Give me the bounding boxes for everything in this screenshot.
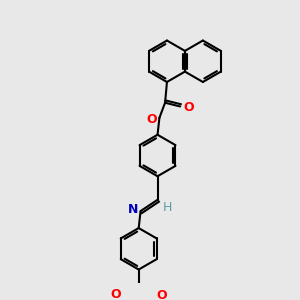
Text: N: N (128, 203, 139, 216)
Text: O: O (183, 101, 194, 114)
Text: O: O (110, 289, 121, 300)
Text: O: O (147, 113, 157, 126)
Text: O: O (157, 290, 167, 300)
Text: H: H (163, 201, 172, 214)
